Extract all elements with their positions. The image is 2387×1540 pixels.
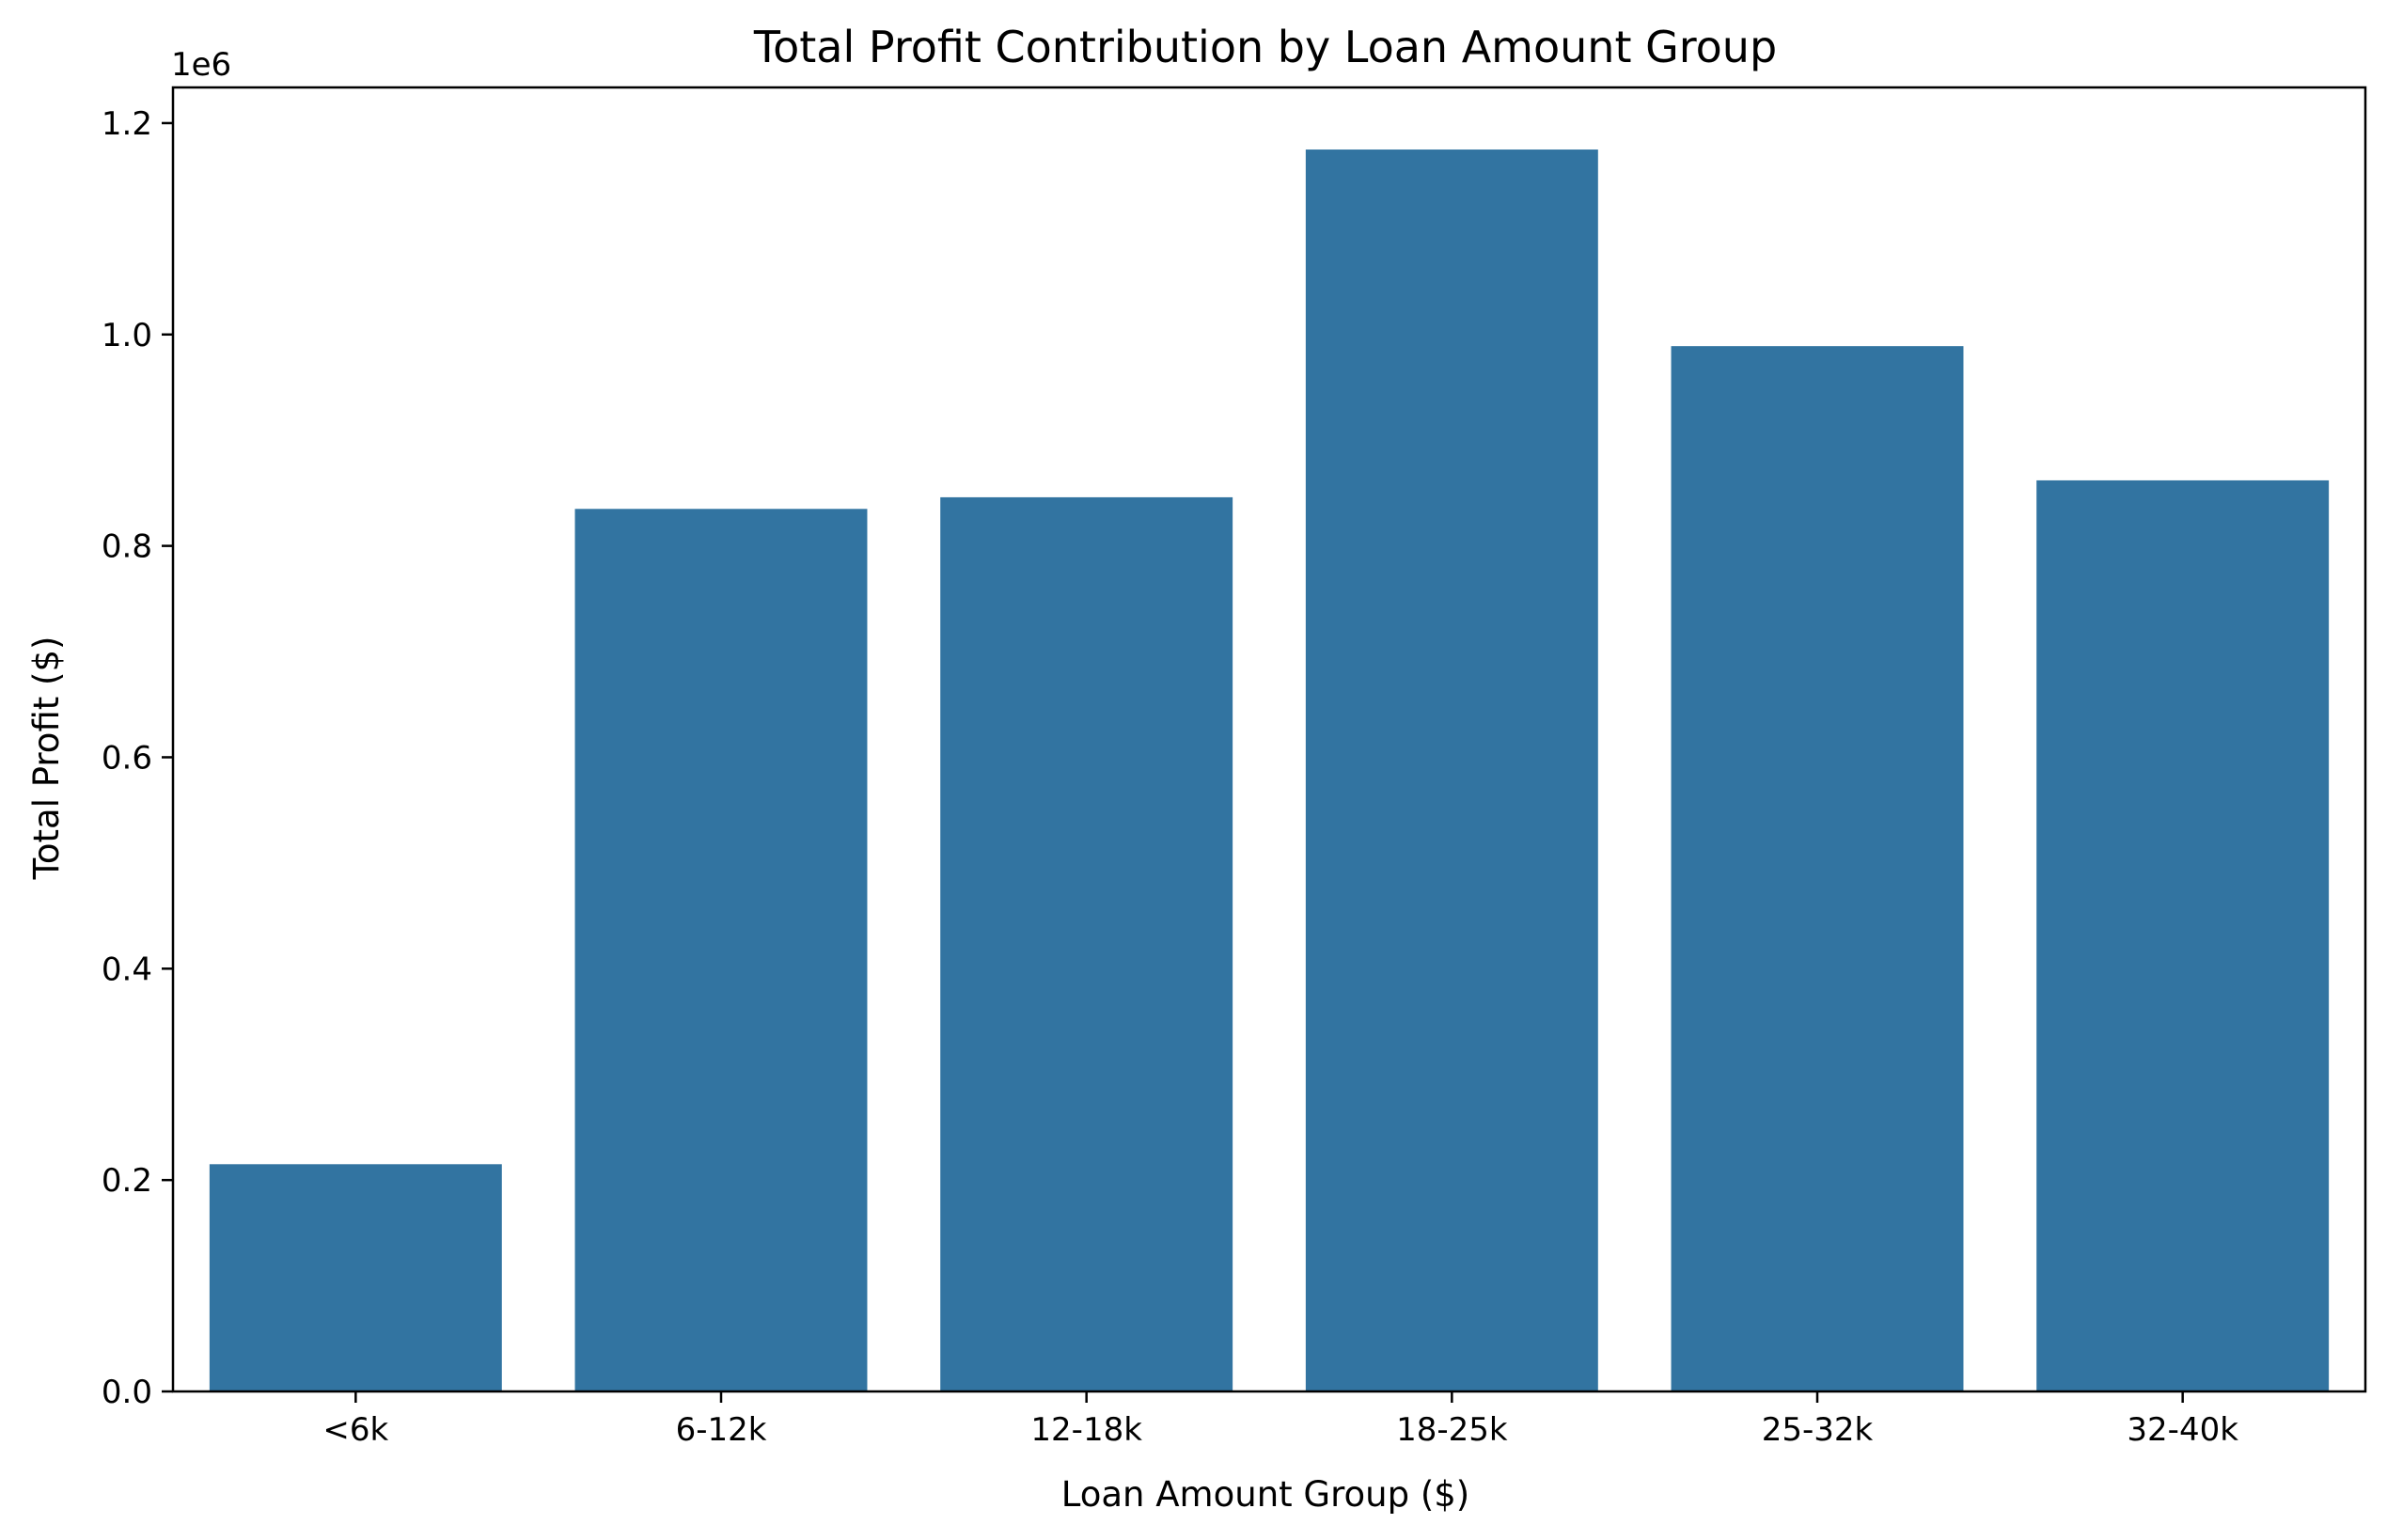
y-tick-label-6: 1.2 <box>102 105 152 143</box>
bar-3 <box>1305 149 1598 1392</box>
bar-2 <box>940 496 1233 1391</box>
y-tick-label-1: 0.2 <box>102 1162 152 1200</box>
x-tick-label-5: 32-40k <box>2127 1411 2238 1449</box>
plot-frame <box>171 86 2367 1393</box>
y-tick-label-2: 0.4 <box>102 951 152 988</box>
bar-5 <box>2036 479 2330 1391</box>
y-tick-label-0: 0.0 <box>102 1374 152 1411</box>
x-tick-label-1: 6-12k <box>676 1411 767 1449</box>
x-tick-label-4: 25-32k <box>1762 1411 1874 1449</box>
x-axis-label: Loan Amount Group ($) <box>1061 1474 1469 1515</box>
bar-1 <box>574 509 868 1391</box>
x-axis-ticks: <6k 6-12k 12-18k 18-25k 25-32k 32-40k <box>322 1391 2238 1449</box>
x-tick-label-0: <6k <box>322 1411 388 1449</box>
y-tick-label-5: 1.0 <box>102 317 152 354</box>
chart-title: Total Profit Contribution by Loan Amount… <box>753 22 1777 72</box>
x-tick-label-3: 18-25k <box>1396 1411 1508 1449</box>
y-axis-offset-label: 1e6 <box>171 46 231 84</box>
y-axis-label: Total Profit ($) <box>26 636 67 881</box>
y-tick-label-3: 0.6 <box>102 739 152 777</box>
y-tick-label-4: 0.8 <box>102 528 152 566</box>
bars-group <box>209 149 2330 1392</box>
bar-4 <box>1671 346 1964 1391</box>
x-tick-label-2: 12-18k <box>1030 1411 1142 1449</box>
bar-0 <box>209 1164 502 1391</box>
y-axis-ticks: 0.0 0.2 0.4 0.6 0.8 1.0 1.2 <box>102 105 173 1411</box>
